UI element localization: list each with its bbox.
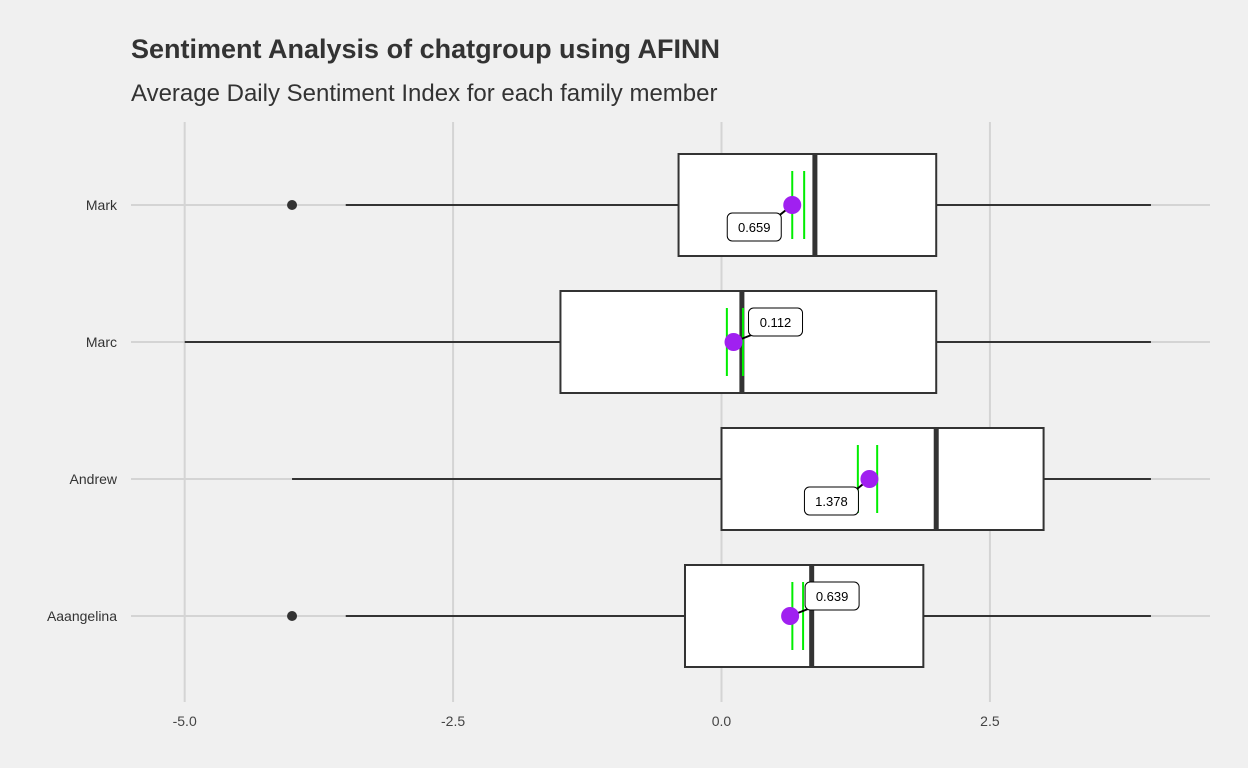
mean-label-box xyxy=(803,486,859,516)
box xyxy=(683,564,925,668)
y-tick-label: Aaangelina xyxy=(47,608,117,624)
x-tick-label: 2.5 xyxy=(980,713,1000,729)
outlier-point xyxy=(287,200,298,210)
x-tick-label: 0.0 xyxy=(712,713,732,729)
x-tick-label: -2.5 xyxy=(441,713,465,729)
mean-point xyxy=(781,607,800,625)
mean-point xyxy=(783,196,802,214)
axis-layer: -5.0 -2.5 0.0 2.5 Mark Marc Andrew Aaangelina xyxy=(47,197,1000,729)
box xyxy=(677,153,938,257)
chart-title: Sentiment Analysis of chatgroup using AF… xyxy=(131,34,721,64)
outlier-point xyxy=(287,611,298,621)
mean-label-box xyxy=(748,307,804,337)
box xyxy=(559,290,938,394)
mean-point xyxy=(860,470,879,488)
box-layer: 0.659 0.112 1.378 0.639 xyxy=(184,153,1151,668)
mean-label-box xyxy=(726,212,782,242)
y-tick-label: Marc xyxy=(86,334,117,350)
box-group-aaangelina: 0.639 xyxy=(287,564,1151,668)
x-tick-label: -5.0 xyxy=(173,713,197,729)
mean-label: 1.378 xyxy=(815,494,848,509)
mean-label: 0.659 xyxy=(738,220,771,235)
mean-label: 0.639 xyxy=(816,589,849,604)
mean-label: 0.112 xyxy=(760,315,792,330)
box-group-marc: 0.112 xyxy=(184,290,1151,394)
y-tick-label: Mark xyxy=(86,197,118,213)
mean-point xyxy=(724,333,743,351)
box-group-andrew: 1.378 xyxy=(292,427,1151,531)
chart-subtitle: Average Daily Sentiment Index for each f… xyxy=(131,80,718,107)
box xyxy=(720,427,1045,531)
box-group-mark: 0.659 xyxy=(287,153,1151,257)
mean-label-box xyxy=(804,581,860,611)
y-tick-label: Andrew xyxy=(70,471,118,487)
